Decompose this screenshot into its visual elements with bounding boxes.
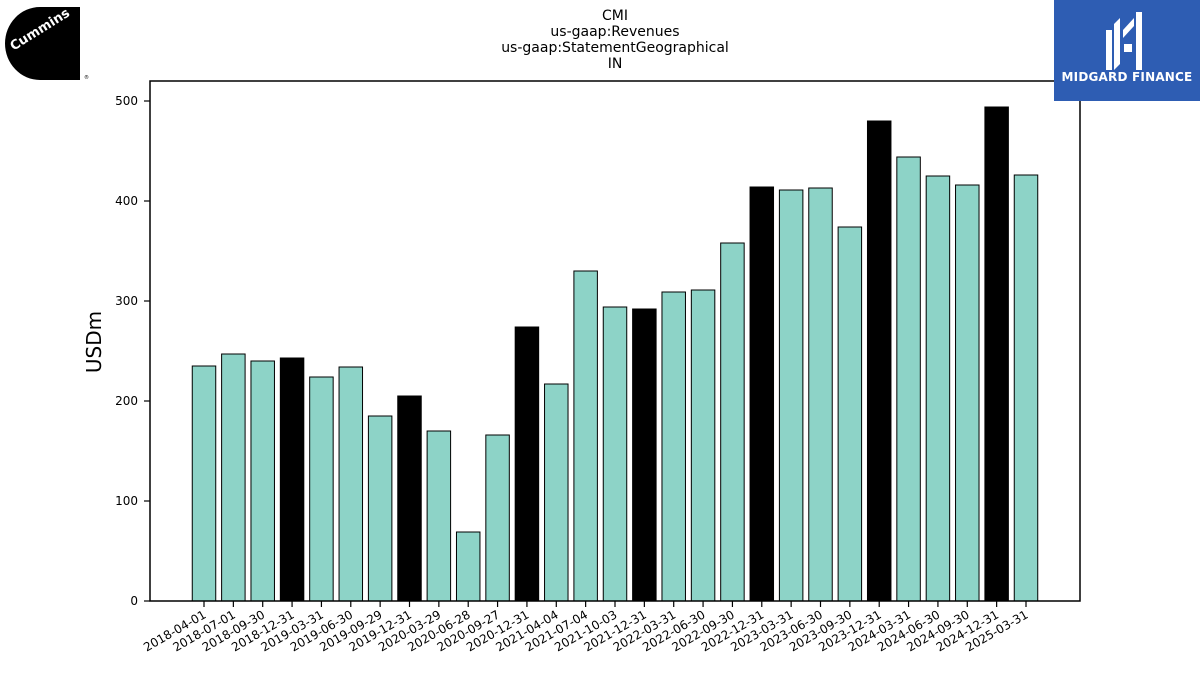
y-tick-label: 300	[115, 294, 138, 308]
bar-2018-04-01	[191, 365, 217, 602]
bar-2019-03-31	[309, 376, 334, 602]
bar-2024-12-31	[984, 106, 1009, 602]
bar-2021-10-03	[602, 306, 628, 602]
bar-2024-06-30	[925, 175, 951, 602]
bar-2020-12-31	[514, 326, 540, 602]
bar-2022-03-31	[661, 291, 686, 602]
bar-2020-06-28	[455, 531, 481, 602]
bar-2023-09-30	[837, 226, 863, 602]
cummins-logo: Cummins ®	[5, 6, 89, 81]
bar-2021-07-04	[573, 270, 598, 602]
bar-2023-03-31	[778, 189, 804, 602]
title-line-2: us-gaap:Revenues	[550, 24, 679, 40]
midgard-emblem-icon	[1106, 12, 1142, 70]
bar-2023-12-31	[866, 120, 892, 602]
y-tick-label: 100	[115, 494, 138, 508]
y-axis-label: USDm	[82, 311, 106, 373]
svg-text:®: ®	[84, 74, 89, 81]
bar-2024-03-31	[896, 156, 921, 602]
x-axis: 2018-04-012018-07-012018-09-302018-12-31…	[141, 601, 1031, 654]
bar-2020-03-29	[426, 430, 452, 602]
plot-frame	[149, 80, 1081, 602]
bar-2018-07-01	[221, 353, 246, 602]
y-tick-label: 500	[115, 94, 138, 108]
bar-2025-03-31	[1013, 174, 1039, 602]
bar-2023-06-30	[808, 187, 833, 602]
bar-2021-04-04	[544, 383, 569, 602]
y-tick-label: 400	[115, 194, 138, 208]
bar-2022-09-30	[720, 242, 745, 602]
y-tick-label: 200	[115, 394, 138, 408]
bar-2019-12-31	[397, 395, 422, 602]
y-tick-label: 0	[130, 594, 138, 608]
title-line-1: CMI	[602, 8, 628, 24]
bar-2024-09-30	[955, 184, 980, 602]
bar-2022-12-31	[749, 186, 775, 602]
bar-2021-12-31	[632, 308, 657, 602]
bar-2018-09-30	[250, 360, 275, 602]
bar-2020-09-27	[485, 434, 510, 602]
bar-2019-09-29	[367, 415, 393, 602]
midgard-finance-name: MIDGARD FINANCE	[1061, 70, 1193, 84]
bar-2019-06-30	[338, 366, 364, 602]
bar-2018-12-31	[279, 357, 305, 602]
chart-title: CMI us-gaap:Revenues us-gaap:StatementGe…	[501, 8, 729, 72]
bars-group	[191, 106, 1039, 602]
y-axis: 0 100 200 300 400 500	[115, 94, 150, 608]
midgard-finance-logo: MIDGARD FINANCE	[1054, 0, 1200, 101]
bar-2022-06-30	[690, 289, 716, 602]
title-line-4: IN	[608, 56, 623, 72]
title-line-3: us-gaap:StatementGeographical	[501, 40, 729, 56]
